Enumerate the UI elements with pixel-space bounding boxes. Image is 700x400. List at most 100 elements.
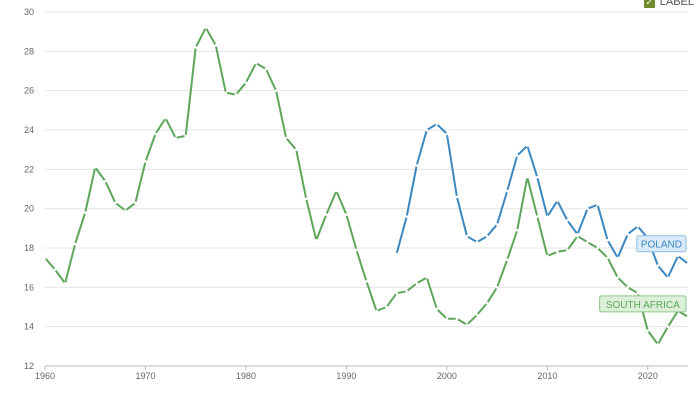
grid-lines — [45, 11, 688, 367]
data-point-south-africa — [485, 301, 489, 305]
y-axis-ticks: 12 14 16 18 20 22 24 26 28 30 — [24, 7, 34, 371]
data-point-south-africa — [616, 276, 619, 279]
data-point-poland — [465, 234, 469, 238]
data-point-south-africa — [103, 179, 107, 183]
data-point-south-africa — [375, 309, 378, 313]
data-point-south-africa — [576, 234, 579, 238]
data-point-south-africa — [405, 289, 408, 293]
data-point-poland — [686, 262, 690, 266]
data-point-south-africa — [455, 317, 459, 321]
data-point-south-africa — [114, 201, 117, 205]
x-tick-label: 2000 — [437, 371, 457, 381]
data-point-poland — [505, 189, 509, 193]
x-tick-label: 2010 — [537, 371, 557, 381]
data-point-south-africa — [535, 215, 539, 218]
data-point-south-africa — [83, 211, 87, 214]
data-point-poland — [626, 232, 630, 236]
legend-label: LABEL — [659, 0, 694, 8]
data-point-south-africa — [264, 67, 268, 71]
data-point-south-africa — [184, 134, 187, 138]
data-point-south-africa — [566, 248, 569, 252]
data-point-south-africa — [204, 26, 208, 30]
series-label-south-africa: SOUTH AFRICA — [606, 300, 680, 311]
data-point-south-africa — [686, 315, 690, 319]
data-point-south-africa — [154, 132, 157, 136]
data-point-south-africa — [335, 189, 338, 193]
x-tick-label: 1990 — [336, 371, 356, 381]
data-point-south-africa — [194, 46, 198, 49]
data-point-south-africa — [234, 93, 238, 96]
data-point-south-africa — [244, 81, 248, 85]
y-tick-label: 28 — [24, 46, 34, 56]
data-point-poland — [485, 234, 489, 238]
data-point-south-africa — [465, 323, 469, 327]
data-point-poland — [415, 164, 419, 167]
data-point-poland — [425, 128, 429, 132]
legend[interactable]: ✓ LABEL — [643, 0, 694, 8]
data-point-south-africa — [556, 250, 559, 254]
data-point-poland — [656, 264, 660, 268]
data-point-south-africa — [626, 286, 630, 289]
x-axis-ticks: 1960 1970 1980 1990 2000 2010 2020 — [35, 366, 658, 381]
data-point-south-africa — [515, 229, 519, 232]
data-point-poland — [666, 276, 670, 279]
data-point-south-africa — [646, 329, 650, 332]
data-point-poland — [616, 256, 619, 260]
y-tick-label: 12 — [24, 361, 34, 371]
data-point-south-africa — [586, 240, 589, 244]
data-point-south-africa — [415, 282, 419, 285]
y-tick-label: 30 — [24, 7, 34, 17]
data-point-south-africa — [144, 160, 147, 163]
data-point-poland — [475, 240, 479, 244]
data-point-south-africa — [606, 256, 609, 260]
data-point-south-africa — [214, 44, 218, 47]
data-point-south-africa — [325, 213, 328, 216]
data-point-south-africa — [546, 254, 549, 258]
checkbox-checked-icon[interactable]: ✓ — [643, 0, 655, 8]
data-point-poland — [576, 232, 579, 236]
series-lines — [43, 26, 690, 346]
data-point-south-africa — [93, 166, 97, 169]
data-point-poland — [606, 238, 609, 242]
data-point-south-africa — [73, 242, 77, 246]
data-point-south-africa — [495, 286, 499, 289]
data-point-south-africa — [395, 291, 398, 295]
data-point-south-africa — [294, 148, 298, 151]
y-tick-label: 22 — [24, 164, 34, 174]
data-point-south-africa — [284, 136, 288, 140]
data-point-south-africa — [174, 136, 177, 140]
data-point-poland — [546, 215, 549, 218]
data-point-poland — [566, 219, 569, 222]
data-point-poland — [405, 215, 408, 218]
x-tick-label: 2020 — [638, 371, 658, 381]
data-point-south-africa — [274, 89, 278, 92]
data-point-south-africa — [505, 258, 509, 262]
y-tick-label: 14 — [24, 322, 34, 332]
series-line-poland — [395, 123, 689, 279]
data-point-south-africa — [365, 280, 368, 283]
data-point-south-africa — [43, 256, 47, 260]
data-point-south-africa — [636, 291, 640, 295]
y-tick-label: 24 — [24, 125, 34, 135]
data-point-south-africa — [164, 116, 167, 120]
data-point-south-africa — [355, 248, 358, 252]
data-point-south-africa — [304, 197, 308, 201]
y-tick-label: 20 — [24, 204, 34, 214]
data-point-south-africa — [435, 307, 439, 311]
data-point-poland — [535, 175, 539, 179]
data-point-poland — [525, 144, 529, 148]
data-point-poland — [395, 252, 398, 256]
data-point-south-africa — [445, 317, 449, 321]
data-point-poland — [596, 203, 599, 207]
y-tick-label: 16 — [24, 282, 34, 292]
data-point-south-africa — [596, 246, 599, 250]
data-point-poland — [495, 223, 499, 226]
series-label-box-poland — [636, 235, 687, 253]
series-label-poland: POLAND — [641, 240, 682, 251]
data-point-poland — [586, 207, 589, 210]
data-point-poland — [445, 132, 449, 136]
data-point-south-africa — [254, 61, 258, 65]
data-point-south-africa — [224, 91, 228, 94]
x-tick-label: 1980 — [236, 371, 256, 381]
